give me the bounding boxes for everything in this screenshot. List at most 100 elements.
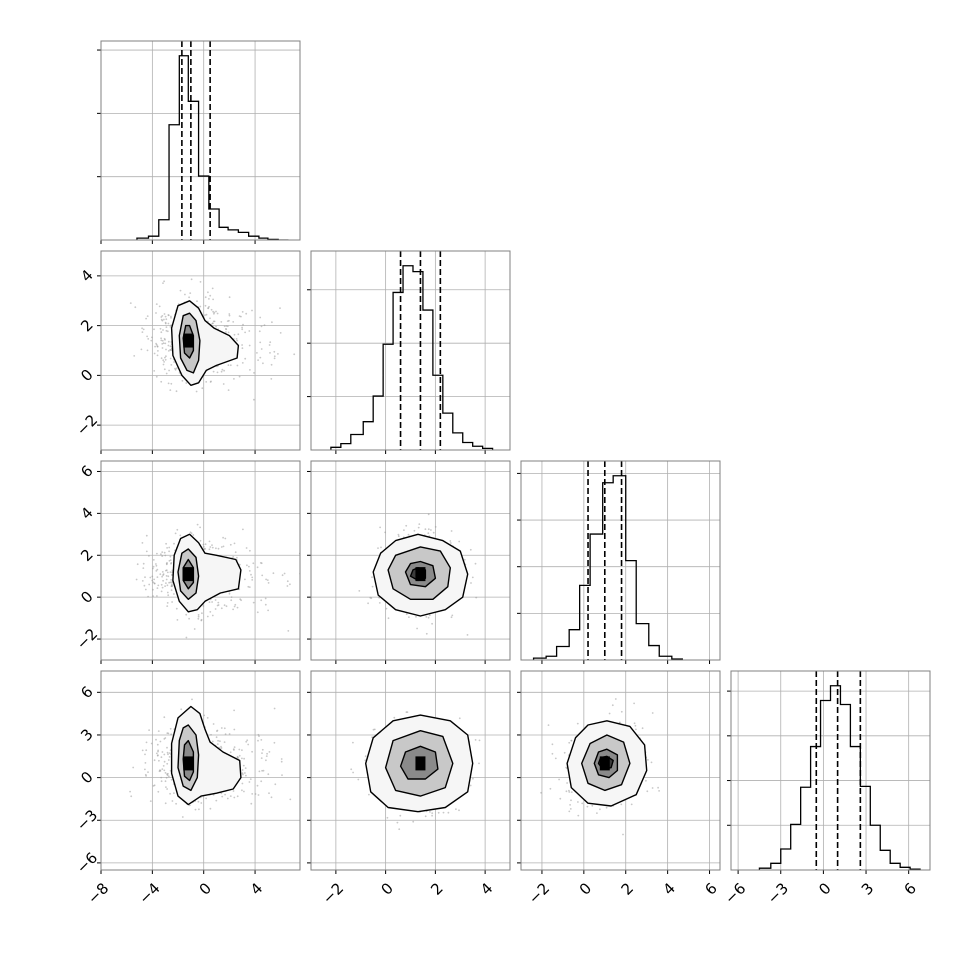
scatter-point [229,364,232,367]
scatter-point [554,757,557,760]
scatter-point [216,312,219,315]
scatter-point [212,370,215,373]
scatter-point [236,756,239,759]
scatter-point [167,350,170,352]
scatter-point [273,350,276,353]
scatter-point [228,296,231,299]
scatter-point [273,707,276,710]
scatter-point [358,590,361,592]
scatter-point [129,302,132,304]
scatter-point [214,599,217,601]
scatter-point [169,345,172,348]
scatter-point [214,608,217,610]
scatter-point [577,814,580,817]
scatter-point [265,759,267,762]
scatter-point [222,536,225,539]
scatter-point [370,597,373,600]
scatter-point [161,343,164,345]
scatter-point [135,578,138,581]
scatter-point [223,325,226,328]
scatter-point [141,749,144,752]
y-tick-label-p1: −2 [73,411,101,439]
scatter-point [171,601,174,603]
scatter-point [211,740,214,743]
scatter-point [162,359,165,362]
scatter-point [254,793,257,795]
scatter-point [315,767,317,769]
scatter-point [200,618,203,621]
scatter-point [260,739,263,741]
scatter-point [141,327,144,330]
scatter-point [149,576,152,579]
scatter-point [175,607,178,610]
scatter-point [368,793,370,796]
scatter-point [199,305,202,308]
contour-line-1 [178,312,201,374]
scatter-point [228,319,230,322]
panel-frame [100,250,301,451]
scatter-point [265,755,268,757]
pair-content-2-3 [540,698,660,836]
scatter-point [232,790,235,792]
scatter-point [161,575,164,578]
y-tick-label-p3: 3 [77,725,96,744]
scatter-point [162,329,164,331]
scatter-point [199,539,202,542]
scatter-point [174,367,176,370]
scatter-point [274,783,277,786]
scatter-point [170,778,173,781]
scatter-point [238,748,241,751]
scatter-point [203,714,206,717]
contour-line-0 [365,714,474,813]
y-tick-label-p1: 2 [77,316,96,335]
scatter-point [163,318,165,321]
scatter-point [160,590,163,593]
scatter-point [246,564,248,567]
scatter-point [144,773,147,776]
scatter-point [614,698,617,700]
scatter-point [371,576,373,579]
scatter-point [206,717,209,719]
scatter-point [160,339,163,342]
scatter-point [470,582,472,584]
scatter-point [216,371,219,374]
scatter-point [380,546,382,549]
pair-panel-0-1 [97,250,301,454]
scatter-point [249,369,251,371]
scatter-point [169,581,172,584]
scatter-point [149,800,152,802]
scatter-point [159,740,162,743]
scatter-point [268,344,271,346]
scatter-point [559,797,562,800]
scatter-point [164,342,167,345]
scatter-point [220,792,223,795]
scatter-point [262,769,265,772]
scatter-point [209,546,212,548]
scatter-point [144,753,146,756]
pair-panel-0-3 [97,670,317,874]
scatter-point [630,803,633,806]
y-tick-label-p2: −2 [73,625,101,653]
scatter-point [248,330,251,332]
scatter-point [266,752,268,755]
scatter-point [270,378,273,380]
scatter-point [169,357,172,360]
scatter-point [236,795,239,798]
scatter-point [431,622,433,625]
scatter-point [246,739,249,742]
scatter-point [154,345,157,348]
scatter-point [204,304,207,307]
panel-frame [310,250,511,451]
scatter-point [164,772,167,774]
scatter-point [156,576,159,578]
histogram-step-line [532,475,683,660]
scatter-point [350,768,353,771]
density-peak [599,756,610,771]
scatter-point [166,746,168,749]
scatter-point [241,757,243,760]
scatter-point [152,588,154,591]
scatter-point [415,615,417,618]
scatter-point [651,787,654,789]
scatter-point [425,632,428,635]
scatter-point [166,732,169,734]
